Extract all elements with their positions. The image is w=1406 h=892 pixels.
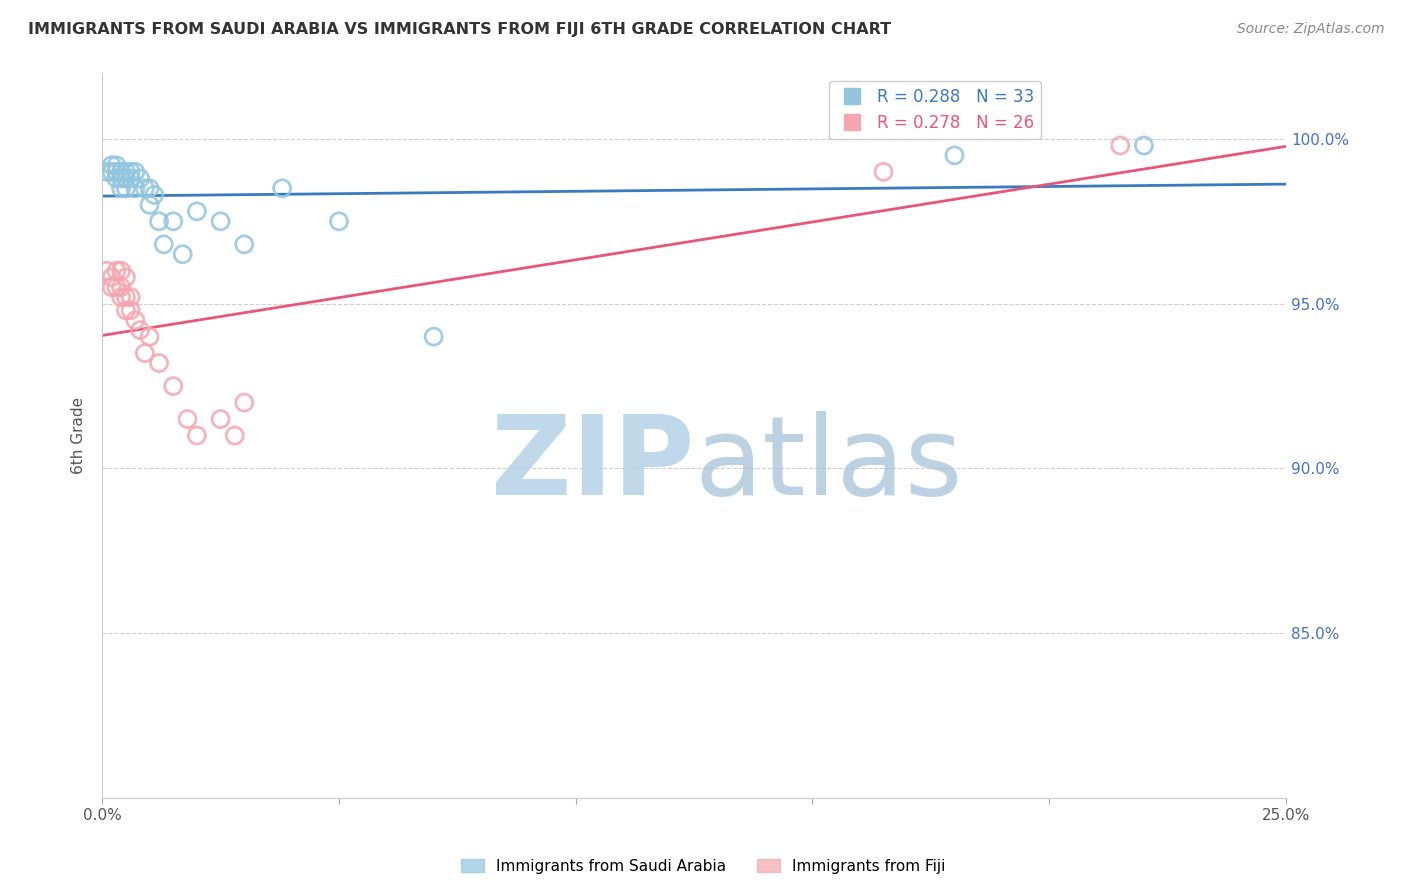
Point: [138, 181, 160, 195]
Point: [328, 214, 350, 228]
Point: [138, 198, 160, 212]
Point: [872, 165, 894, 179]
Point: [134, 346, 156, 360]
Point: [96, 264, 118, 278]
Point: [115, 181, 138, 195]
Point: [176, 412, 198, 426]
Point: [224, 428, 246, 442]
Point: [162, 214, 184, 228]
Point: [100, 165, 122, 179]
Point: [1133, 138, 1156, 153]
Point: [105, 171, 128, 186]
Point: [422, 329, 444, 343]
Point: [115, 171, 138, 186]
Point: [162, 379, 184, 393]
Point: [124, 165, 146, 179]
Point: [186, 428, 208, 442]
Point: [134, 181, 156, 195]
Point: [186, 204, 208, 219]
Point: [172, 247, 194, 261]
Point: [105, 165, 128, 179]
Text: atlas: atlas: [695, 411, 963, 518]
Legend: Immigrants from Saudi Arabia, Immigrants from Fiji: Immigrants from Saudi Arabia, Immigrants…: [454, 853, 952, 880]
Point: [233, 237, 256, 252]
Text: IMMIGRANTS FROM SAUDI ARABIA VS IMMIGRANTS FROM FIJI 6TH GRADE CORRELATION CHART: IMMIGRANTS FROM SAUDI ARABIA VS IMMIGRAN…: [28, 22, 891, 37]
Point: [124, 181, 146, 195]
Text: ZIP: ZIP: [491, 411, 695, 518]
Point: [209, 214, 232, 228]
Point: [96, 165, 118, 179]
Point: [943, 148, 966, 162]
Point: [148, 356, 170, 370]
Point: [120, 165, 142, 179]
Point: [110, 290, 132, 304]
Point: [110, 280, 132, 294]
Point: [105, 264, 128, 278]
Point: [100, 270, 122, 285]
Text: Source: ZipAtlas.com: Source: ZipAtlas.com: [1237, 22, 1385, 37]
Point: [1109, 138, 1132, 153]
Point: [115, 303, 138, 318]
Point: [233, 395, 256, 409]
Point: [110, 264, 132, 278]
Point: [110, 181, 132, 195]
Point: [105, 280, 128, 294]
Point: [120, 303, 142, 318]
Point: [100, 158, 122, 172]
Point: [105, 158, 128, 172]
Point: [124, 313, 146, 327]
Point: [143, 188, 166, 202]
Point: [129, 323, 152, 337]
Point: [120, 290, 142, 304]
Point: [115, 165, 138, 179]
Point: [152, 237, 174, 252]
Point: [209, 412, 232, 426]
Point: [110, 171, 132, 186]
Point: [115, 270, 138, 285]
Point: [138, 329, 160, 343]
Point: [148, 214, 170, 228]
Point: [110, 165, 132, 179]
Point: [115, 290, 138, 304]
Legend: R = 0.288   N = 33, R = 0.278   N = 26: R = 0.288 N = 33, R = 0.278 N = 26: [828, 81, 1040, 139]
Point: [120, 171, 142, 186]
Y-axis label: 6th Grade: 6th Grade: [72, 397, 86, 474]
Point: [129, 171, 152, 186]
Point: [100, 280, 122, 294]
Point: [271, 181, 294, 195]
